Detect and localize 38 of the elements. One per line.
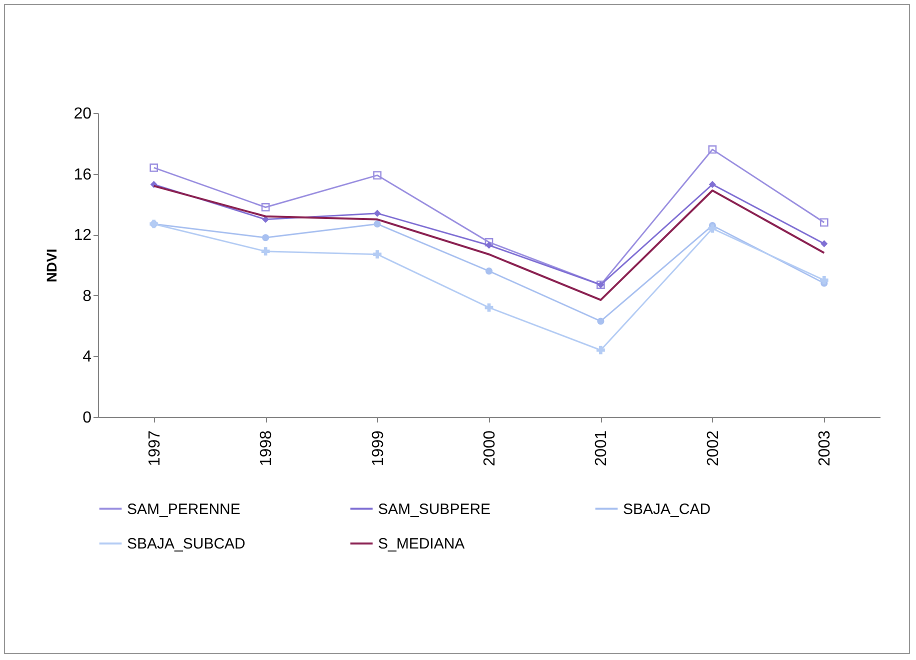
point	[820, 218, 828, 227]
point	[820, 276, 828, 284]
legend-label: SBAJA_SUBCAD	[127, 536, 246, 552]
point	[484, 238, 494, 246]
point	[597, 318, 604, 325]
legend-label: SAM_PERENNE	[127, 500, 240, 518]
y-tick-label: 0	[82, 410, 92, 426]
point	[150, 164, 158, 172]
point	[261, 247, 270, 256]
point	[373, 250, 382, 259]
point	[262, 234, 270, 242]
y-tick-label: 16	[74, 166, 92, 184]
point	[708, 145, 717, 154]
x-tick-label: 2000	[482, 430, 498, 466]
legend-label: SAM_SUBPERE	[378, 500, 491, 518]
point	[374, 210, 381, 217]
point	[374, 220, 381, 228]
y-tick-label: 20	[74, 106, 92, 122]
point	[261, 203, 270, 212]
point	[596, 346, 605, 354]
legend-label: S_MEDIANA	[378, 536, 465, 552]
point	[485, 268, 493, 275]
y-tick-label: 8	[82, 288, 92, 305]
point	[708, 180, 716, 188]
x-tick-label: 2002	[704, 430, 722, 466]
point	[708, 224, 717, 233]
point	[820, 240, 828, 248]
x-tick-label: 1997	[146, 430, 164, 466]
y-tick-label: 4	[82, 348, 92, 366]
point	[485, 242, 493, 249]
y-axis-title: NDVI	[44, 248, 60, 282]
x-tick-label: 1999	[370, 430, 387, 466]
legend-label: SBAJA_CAD	[623, 500, 711, 518]
x-tick-label: 2003	[816, 430, 834, 466]
point	[373, 171, 382, 180]
x-tick-label: 2001	[593, 430, 610, 466]
x-tick-label: 1998	[258, 430, 276, 466]
y-tick-label: 12	[74, 227, 92, 244]
